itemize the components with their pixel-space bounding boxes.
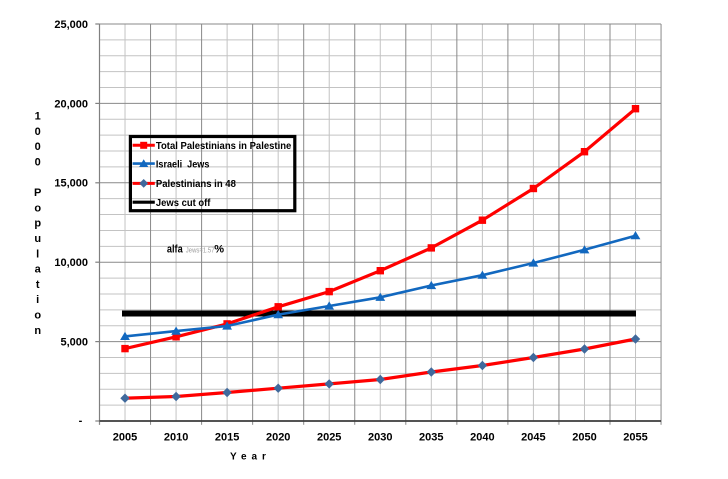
- svg-text:Israeli Jews: Israeli Jews: [156, 159, 210, 170]
- svg-text:20,000: 20,000: [54, 98, 88, 110]
- svg-text:2010: 2010: [164, 432, 188, 444]
- svg-text:15,000: 15,000: [54, 178, 88, 190]
- svg-text:Year: Year: [230, 451, 271, 462]
- svg-text:n: n: [34, 325, 41, 337]
- svg-text:0: 0: [35, 126, 41, 138]
- svg-text:2045: 2045: [521, 432, 545, 444]
- svg-text:2035: 2035: [419, 432, 443, 444]
- svg-text:2015: 2015: [215, 432, 239, 444]
- svg-text:10,000: 10,000: [54, 257, 88, 269]
- svg-text:Palestinians in 48: Palestinians in 48: [156, 179, 236, 190]
- svg-text:alfa: alfa: [167, 243, 184, 255]
- svg-text:u: u: [34, 233, 41, 245]
- svg-text:i: i: [36, 294, 39, 306]
- svg-text:25,000: 25,000: [54, 19, 88, 31]
- svg-text:l: l: [36, 248, 39, 260]
- svg-text:t: t: [36, 279, 40, 291]
- svg-text:o: o: [34, 310, 41, 322]
- svg-text:Jews cut off: Jews cut off: [156, 198, 211, 209]
- svg-text:0: 0: [35, 141, 41, 153]
- svg-text:Jews=1.57: Jews=1.57: [186, 247, 215, 254]
- svg-text:1: 1: [35, 111, 41, 123]
- svg-text:-: -: [79, 415, 83, 427]
- svg-text:2055: 2055: [623, 432, 647, 444]
- svg-text:2020: 2020: [266, 432, 290, 444]
- svg-text:2030: 2030: [368, 432, 392, 444]
- svg-text:P: P: [34, 187, 41, 199]
- svg-text:o: o: [34, 202, 41, 214]
- svg-text:a: a: [35, 264, 42, 276]
- svg-text:Total Palestinians in Palestin: Total Palestinians in Palestine: [156, 141, 292, 152]
- svg-text:p: p: [34, 218, 41, 230]
- svg-text:%: %: [214, 243, 224, 255]
- svg-text:2005: 2005: [113, 432, 137, 444]
- svg-text:2050: 2050: [572, 432, 596, 444]
- svg-text:0: 0: [35, 157, 41, 169]
- svg-text:5,000: 5,000: [60, 337, 88, 349]
- svg-text:2040: 2040: [470, 432, 494, 444]
- svg-text:2025: 2025: [317, 432, 341, 444]
